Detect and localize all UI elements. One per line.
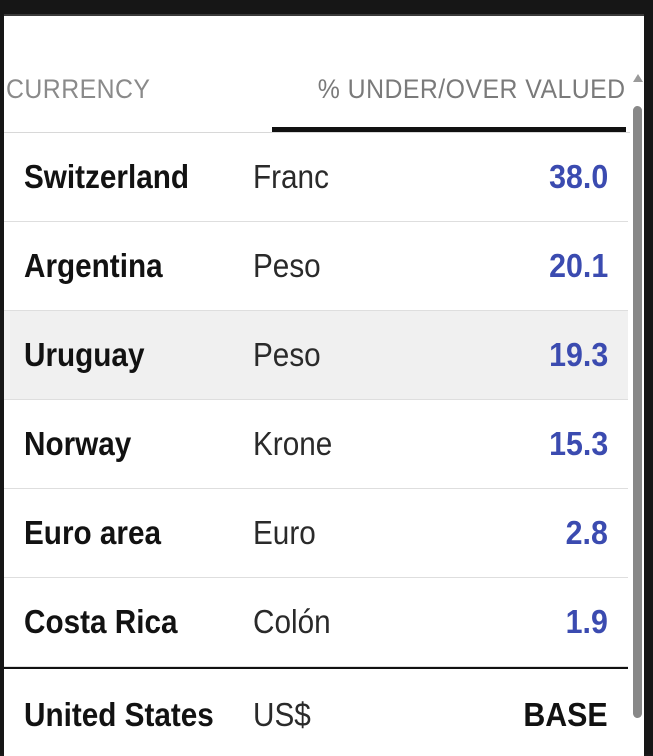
scrollbar-thumb[interactable] (633, 106, 642, 718)
country-cell: Argentina (24, 247, 163, 284)
table-header: CURRENCY % UNDER/OVER VALUED (4, 16, 630, 134)
valuation-cell: 20.1 (548, 247, 608, 284)
country-cell: Switzerland (24, 158, 190, 195)
currency-cell: Colón (253, 603, 331, 640)
country-cell: Costa Rica (24, 603, 178, 640)
table-body: Switzerland Franc 38.0 Argentina Peso 20… (4, 133, 628, 756)
country-cell: United States (24, 696, 214, 733)
header-divider (4, 132, 630, 133)
valuation-cell: 38.0 (548, 158, 608, 195)
currency-cell: Franc (253, 158, 329, 195)
table-row-highlighted[interactable]: Uruguay Peso 19.3 (4, 311, 628, 400)
valuation-cell: 2.8 (565, 514, 608, 551)
column-header-currency[interactable]: CURRENCY (6, 74, 151, 104)
currency-table-panel: CURRENCY % UNDER/OVER VALUED Switzerland… (4, 14, 644, 756)
table-row-base[interactable]: United States US$ BASE (4, 667, 628, 756)
valuation-cell: 1.9 (565, 603, 608, 640)
currency-cell: Peso (253, 336, 321, 373)
table-row[interactable]: Norway Krone 15.3 (4, 400, 628, 489)
currency-cell: Euro (253, 514, 316, 551)
scroll-up-arrow-icon[interactable] (633, 74, 643, 82)
country-cell: Euro area (24, 514, 162, 551)
valuation-cell-base: BASE (523, 696, 608, 733)
currency-cell: US$ (253, 696, 311, 733)
table-row[interactable]: Costa Rica Colón 1.9 (4, 578, 628, 667)
valuation-cell: 19.3 (548, 336, 608, 373)
active-sort-indicator (272, 127, 626, 132)
table-row[interactable]: Argentina Peso 20.1 (4, 222, 628, 311)
currency-cell: Krone (253, 425, 333, 462)
country-cell: Uruguay (24, 336, 145, 373)
currency-cell: Peso (253, 247, 321, 284)
table-row[interactable]: Euro area Euro 2.8 (4, 489, 628, 578)
country-cell: Norway (24, 425, 132, 462)
valuation-cell: 15.3 (548, 425, 608, 462)
column-header-valued[interactable]: % UNDER/OVER VALUED (318, 74, 626, 104)
table-row[interactable]: Switzerland Franc 38.0 (4, 133, 628, 222)
